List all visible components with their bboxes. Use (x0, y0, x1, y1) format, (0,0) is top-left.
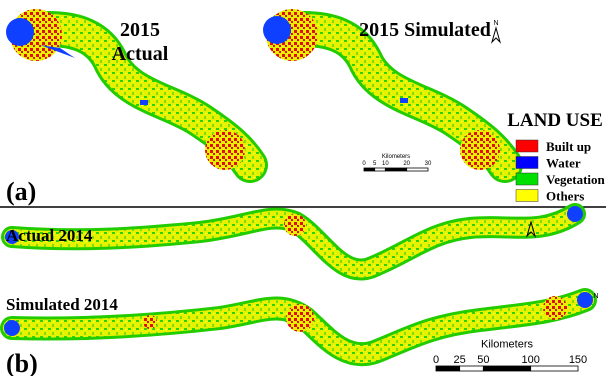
scale-tick-label: 150 (569, 354, 587, 366)
north-arrow: N (492, 20, 500, 42)
scale-segment (460, 366, 484, 371)
scale-tick-label: 30 (425, 161, 432, 167)
panel-label: (b) (6, 349, 38, 376)
scale-tick-label: 0 (362, 161, 366, 167)
scale-tick-label: 10 (382, 161, 389, 167)
legend-title: LAND USE (507, 110, 603, 131)
scale-tick-label: 5 (373, 161, 377, 167)
legend-label: Vegetation (546, 172, 606, 187)
scale-segment (531, 366, 578, 371)
scale-bar: Kilometers 0 25 50 100 150 (433, 338, 587, 371)
scale-segment (436, 366, 460, 371)
scale-bar: Kilometers 0 5 10 20 30 (362, 154, 432, 171)
scale-segment (364, 168, 375, 171)
map-title: 2015 Simulated (359, 19, 491, 41)
map-title: 2015 (120, 19, 160, 41)
legend-swatch (516, 190, 538, 202)
north-label: N (493, 20, 498, 27)
map-title: Actual (112, 43, 169, 65)
scale-tick-label: 50 (477, 354, 489, 366)
scale-tick-label: 25 (454, 354, 466, 366)
map-title: Actual 2014 (6, 226, 93, 245)
legend-swatch (516, 173, 538, 185)
scale-segment (407, 168, 428, 171)
legend-label: Others (546, 189, 584, 204)
scale-tick-label: 20 (403, 161, 410, 167)
figure: 2015 Actual 2015 Simulated N LAND USE Bu… (0, 0, 606, 376)
scale-unit: Kilometers (382, 154, 410, 160)
scale-segment (483, 366, 530, 371)
legend-label: Built up (546, 139, 591, 154)
legend-swatch (516, 157, 538, 169)
legend-label: Water (546, 156, 581, 171)
legend-swatch (516, 140, 538, 152)
map-title: Simulated 2014 (6, 295, 118, 314)
scale-tick-label: 0 (433, 354, 439, 366)
scale-segment (375, 168, 386, 171)
scale-segment (385, 168, 406, 171)
panel-label: (a) (6, 177, 36, 206)
scale-tick-label: 100 (521, 354, 539, 366)
scale-unit: Kilometers (481, 338, 533, 350)
north-label: N (593, 293, 598, 300)
